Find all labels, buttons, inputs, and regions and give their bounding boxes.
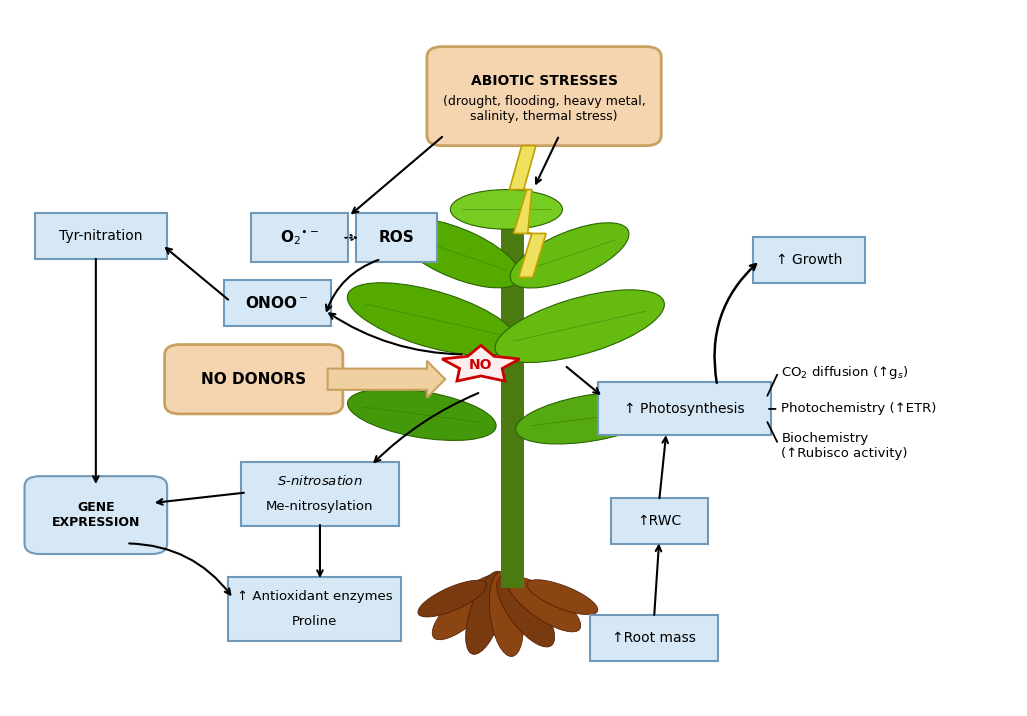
Ellipse shape	[465, 571, 506, 654]
Text: ↑ Growth: ↑ Growth	[775, 253, 842, 267]
Ellipse shape	[497, 576, 555, 647]
Text: O$_2$$^{\bullet-}$: O$_2$$^{\bullet-}$	[280, 228, 319, 247]
Text: Me-nitrosylation: Me-nitrosylation	[266, 500, 374, 513]
FancyBboxPatch shape	[611, 498, 708, 543]
Text: CO$_2$ diffusion (↑g$_s$): CO$_2$ diffusion (↑g$_s$)	[782, 364, 909, 381]
FancyBboxPatch shape	[501, 216, 524, 588]
FancyBboxPatch shape	[598, 382, 771, 435]
Text: ROS: ROS	[379, 231, 414, 245]
FancyBboxPatch shape	[252, 213, 348, 263]
Polygon shape	[443, 345, 520, 381]
Text: (drought, flooding, heavy metal,
salinity, thermal stress): (drought, flooding, heavy metal, salinit…	[443, 95, 645, 123]
Ellipse shape	[394, 218, 521, 288]
Ellipse shape	[347, 283, 517, 355]
Ellipse shape	[451, 190, 563, 229]
FancyBboxPatch shape	[25, 476, 167, 554]
Ellipse shape	[507, 576, 580, 632]
Text: NO: NO	[469, 358, 493, 372]
FancyBboxPatch shape	[35, 213, 167, 259]
Text: ↑RWC: ↑RWC	[637, 514, 681, 528]
Ellipse shape	[495, 290, 664, 362]
Text: NO DONORS: NO DONORS	[201, 372, 306, 387]
Text: Tyr-nitration: Tyr-nitration	[60, 229, 143, 243]
Text: ABIOTIC STRESSES: ABIOTIC STRESSES	[470, 74, 617, 87]
Text: GENE
EXPRESSION: GENE EXPRESSION	[51, 501, 140, 529]
FancyBboxPatch shape	[591, 614, 718, 661]
FancyArrow shape	[328, 361, 446, 397]
FancyBboxPatch shape	[753, 237, 865, 284]
Text: Proline: Proline	[292, 616, 338, 629]
Text: ↑Root mass: ↑Root mass	[612, 631, 696, 644]
Ellipse shape	[432, 574, 503, 640]
Text: ↑ Antioxidant enzymes: ↑ Antioxidant enzymes	[237, 590, 392, 603]
FancyBboxPatch shape	[224, 280, 331, 326]
Polygon shape	[509, 145, 546, 277]
Ellipse shape	[527, 580, 598, 614]
FancyBboxPatch shape	[427, 47, 661, 145]
FancyBboxPatch shape	[355, 213, 438, 263]
Text: ↑ Photosynthesis: ↑ Photosynthesis	[624, 402, 745, 416]
FancyBboxPatch shape	[228, 577, 402, 641]
Ellipse shape	[489, 572, 524, 657]
Ellipse shape	[510, 223, 629, 288]
Text: $S$-nitrosation: $S$-nitrosation	[277, 474, 363, 488]
Ellipse shape	[418, 580, 487, 617]
Ellipse shape	[516, 392, 664, 444]
Text: Biochemistry
(↑Rubisco activity): Biochemistry (↑Rubisco activity)	[782, 432, 908, 460]
Text: Photochemistry (↑ETR): Photochemistry (↑ETR)	[782, 402, 937, 415]
Text: ONOO$^-$: ONOO$^-$	[245, 295, 309, 311]
Ellipse shape	[347, 389, 496, 440]
FancyBboxPatch shape	[164, 344, 343, 414]
FancyBboxPatch shape	[241, 462, 398, 526]
